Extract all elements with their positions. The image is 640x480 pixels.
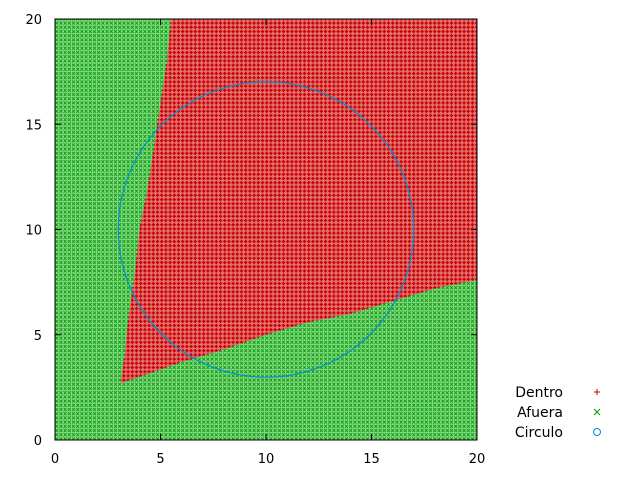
x-tick-label: 0 (51, 452, 59, 467)
legend-marker-dentro (594, 389, 600, 395)
series-dentro-region (120, 19, 477, 384)
x-axis: 0 5 10 15 20 (51, 19, 485, 467)
y-axis: 0 5 10 15 20 (25, 13, 477, 449)
legend-label-afuera: Afuera (517, 405, 563, 421)
y-tick-label: 20 (25, 13, 42, 28)
legend-label-circulo: Circulo (515, 425, 563, 441)
legend-marker-circulo (593, 428, 601, 436)
plot-area (55, 19, 477, 440)
x-tick-label: 15 (363, 452, 380, 467)
y-tick-label: 15 (25, 118, 42, 133)
series-circulo-curve (117, 81, 415, 378)
y-tick-label: 5 (34, 329, 42, 344)
y-tick-label: 0 (34, 434, 42, 449)
legend-label-dentro: Dentro (515, 385, 563, 401)
legend-marker-afuera (593, 408, 601, 416)
legend: Dentro Afuera Circulo (515, 385, 601, 441)
x-tick-label: 10 (258, 452, 275, 467)
y-tick-label: 10 (25, 224, 42, 239)
x-tick-label: 5 (156, 452, 164, 467)
x-tick-label: 20 (469, 452, 486, 467)
